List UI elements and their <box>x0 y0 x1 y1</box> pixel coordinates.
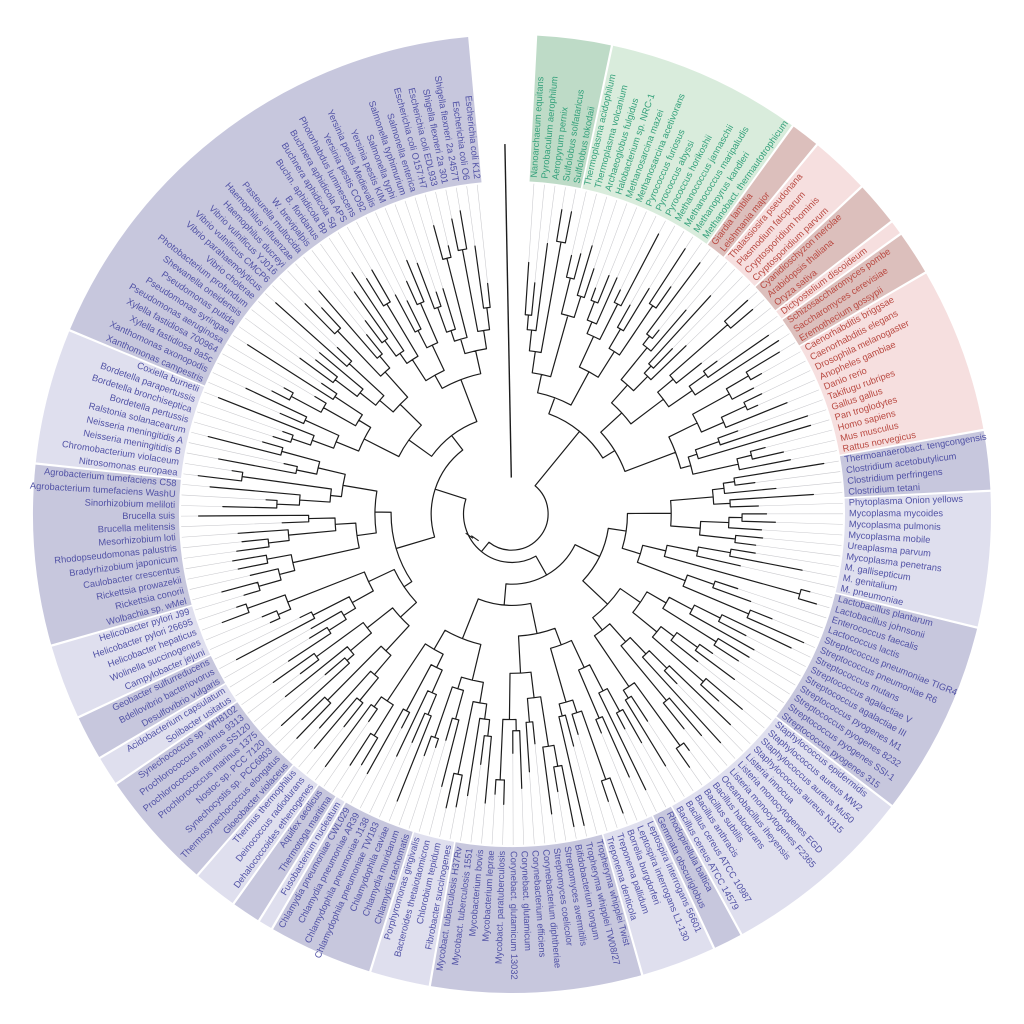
leaf-label: Mycobact. paratuberculosis <box>494 850 507 964</box>
leaf-label: Clostridium tetani <box>848 482 920 497</box>
clade-band <box>273 802 413 972</box>
clade-band <box>78 656 226 757</box>
clade-band <box>707 126 817 257</box>
clade-band <box>653 806 741 948</box>
clade-band <box>51 606 211 717</box>
clade-band <box>776 222 900 319</box>
leaf-label: Brucella suis <box>122 511 175 521</box>
clade-band <box>70 37 482 386</box>
clade-band <box>116 702 293 875</box>
clade-band <box>35 331 205 479</box>
clade-band <box>755 187 891 311</box>
leaf-guide-lines <box>181 183 844 846</box>
clade-band <box>835 491 992 627</box>
clade-band <box>799 273 984 455</box>
leaf-label: Mycoplasma pulmonis <box>849 519 942 532</box>
clade-band <box>198 765 318 904</box>
clade-band <box>672 717 892 934</box>
leaf-label: Corynebact. glutamicum 13032 <box>509 851 519 980</box>
clade-band <box>839 430 991 498</box>
root-branch <box>504 144 512 478</box>
clade-band <box>603 816 714 975</box>
clade-band <box>529 35 611 189</box>
clade-band <box>234 785 336 921</box>
clade-band <box>33 464 192 645</box>
leaf-label: Phytoplasma Onion yellows <box>849 494 964 508</box>
clade-band <box>776 593 978 806</box>
clade-band <box>582 45 792 244</box>
leaf-label: Brucella melitensis <box>98 521 176 534</box>
leaf-label: Corynebact. glutamicum <box>520 851 534 952</box>
tree-branches <box>197 209 825 828</box>
leaf-label: Mycoplasma mycoides <box>849 508 943 518</box>
clade-band <box>100 684 237 783</box>
clade-band <box>430 834 642 994</box>
root-break-mark <box>465 532 479 542</box>
clade-band <box>371 832 455 986</box>
clade-band <box>782 234 926 346</box>
clade-band <box>259 797 345 929</box>
leaf-label: Sinorhizobium meliloti <box>85 498 176 510</box>
clade-band <box>724 145 861 286</box>
